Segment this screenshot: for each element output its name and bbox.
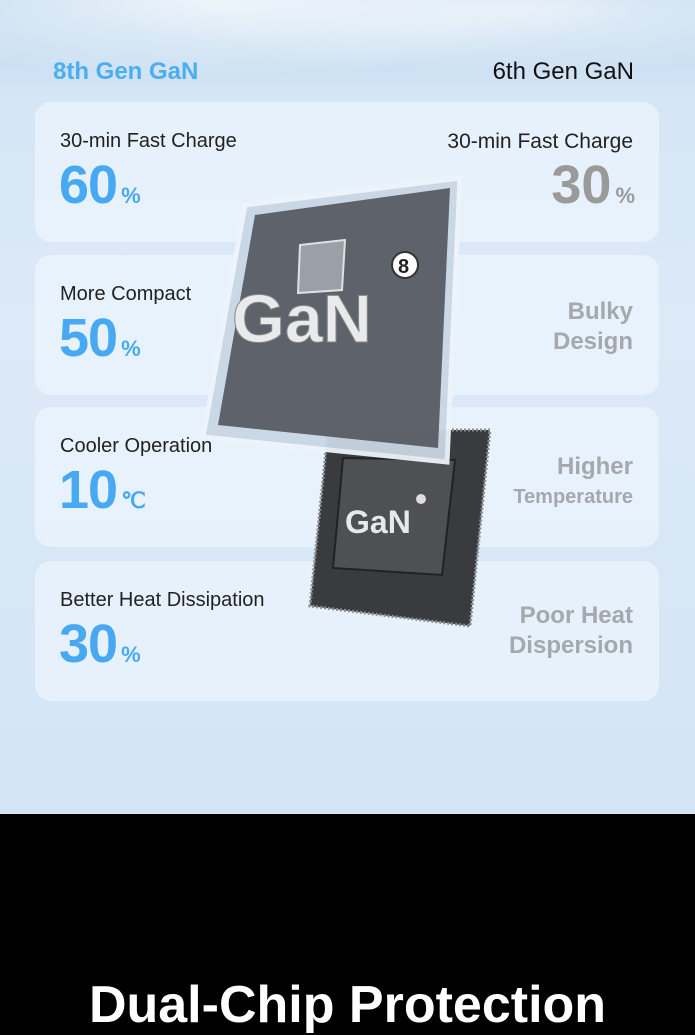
card-label: 30-min Fast Charge bbox=[60, 130, 237, 152]
svg-text:GaN: GaN bbox=[232, 281, 372, 357]
svg-text:8: 8 bbox=[398, 256, 409, 278]
card-label: Better Heat Dissipation bbox=[60, 589, 265, 611]
old-card-text: Higher Temperature bbox=[513, 453, 633, 508]
comparison-card-charge: 30-min Fast Charge 60% 30-min Fast Charg… bbox=[35, 102, 659, 242]
card-label: More Compact bbox=[60, 283, 192, 305]
comparison-section: 8th Gen GaN 6th Gen GaN 30-min Fast Char… bbox=[0, 0, 695, 814]
section-title: Dual-Chip Protection bbox=[88, 976, 607, 1034]
old-card-text: Bulky Design bbox=[552, 298, 633, 355]
gan-chips-illustration: GaN GaN 8 bbox=[200, 175, 492, 628]
svg-text:GaN: GaN bbox=[345, 504, 411, 540]
card-value: 50% bbox=[59, 308, 141, 368]
card-value: 30% bbox=[59, 614, 141, 674]
old-card-value: 30% bbox=[551, 155, 635, 215]
new-gen-heading: 8th Gen GaN bbox=[53, 58, 199, 85]
new-gan-chip: GaN 8 bbox=[200, 175, 463, 465]
card-label: Cooler Operation bbox=[60, 435, 213, 457]
card-value: 10 ℃ bbox=[59, 460, 146, 520]
old-card-label: 30-min Fast Charge bbox=[447, 130, 633, 153]
old-gen-heading: 6th Gen GaN bbox=[492, 58, 634, 85]
old-card-text: Poor Heat Dispersion bbox=[508, 602, 633, 659]
card-value: 60% bbox=[59, 155, 141, 215]
sky-background bbox=[0, 0, 695, 90]
